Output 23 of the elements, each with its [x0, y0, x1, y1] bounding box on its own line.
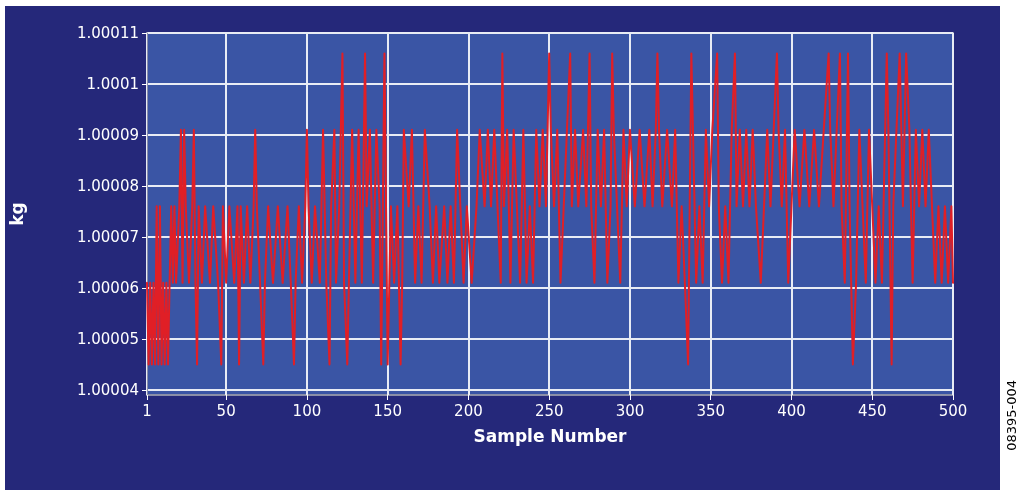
x-tick-label: 350 [696, 401, 726, 420]
x-tick-label: 400 [777, 401, 806, 420]
y-tick-label: 1.00011 [76, 24, 139, 42]
x-tick-label: 300 [615, 401, 645, 420]
x-tick-label: 1 [142, 401, 152, 420]
y-tick-label: 1.00009 [76, 125, 139, 144]
y-axis-title: kg [6, 202, 27, 226]
text: 08395-004 [1004, 380, 1019, 451]
x-tick-label: 100 [292, 401, 322, 420]
y-tick-label: 1.00004 [76, 380, 139, 399]
y-tick-label: 1.00006 [76, 278, 139, 297]
x-tick-label: 250 [534, 401, 564, 420]
line-series [146, 52, 954, 366]
x-tick-label: 500 [938, 401, 968, 420]
y-tick-label: 1.00008 [76, 176, 139, 195]
x-axis-title: Sample Number [473, 425, 628, 446]
x-tick-label: 450 [857, 401, 887, 420]
y-tick-label: 1.00005 [76, 329, 139, 348]
x-tick-label: 200 [454, 401, 483, 420]
y-tick-label: 1.0001 [86, 74, 139, 93]
x-tick-label: 50 [216, 401, 236, 420]
y-tick-label: 1.00007 [76, 227, 139, 246]
x-tick-label: 150 [373, 401, 402, 420]
